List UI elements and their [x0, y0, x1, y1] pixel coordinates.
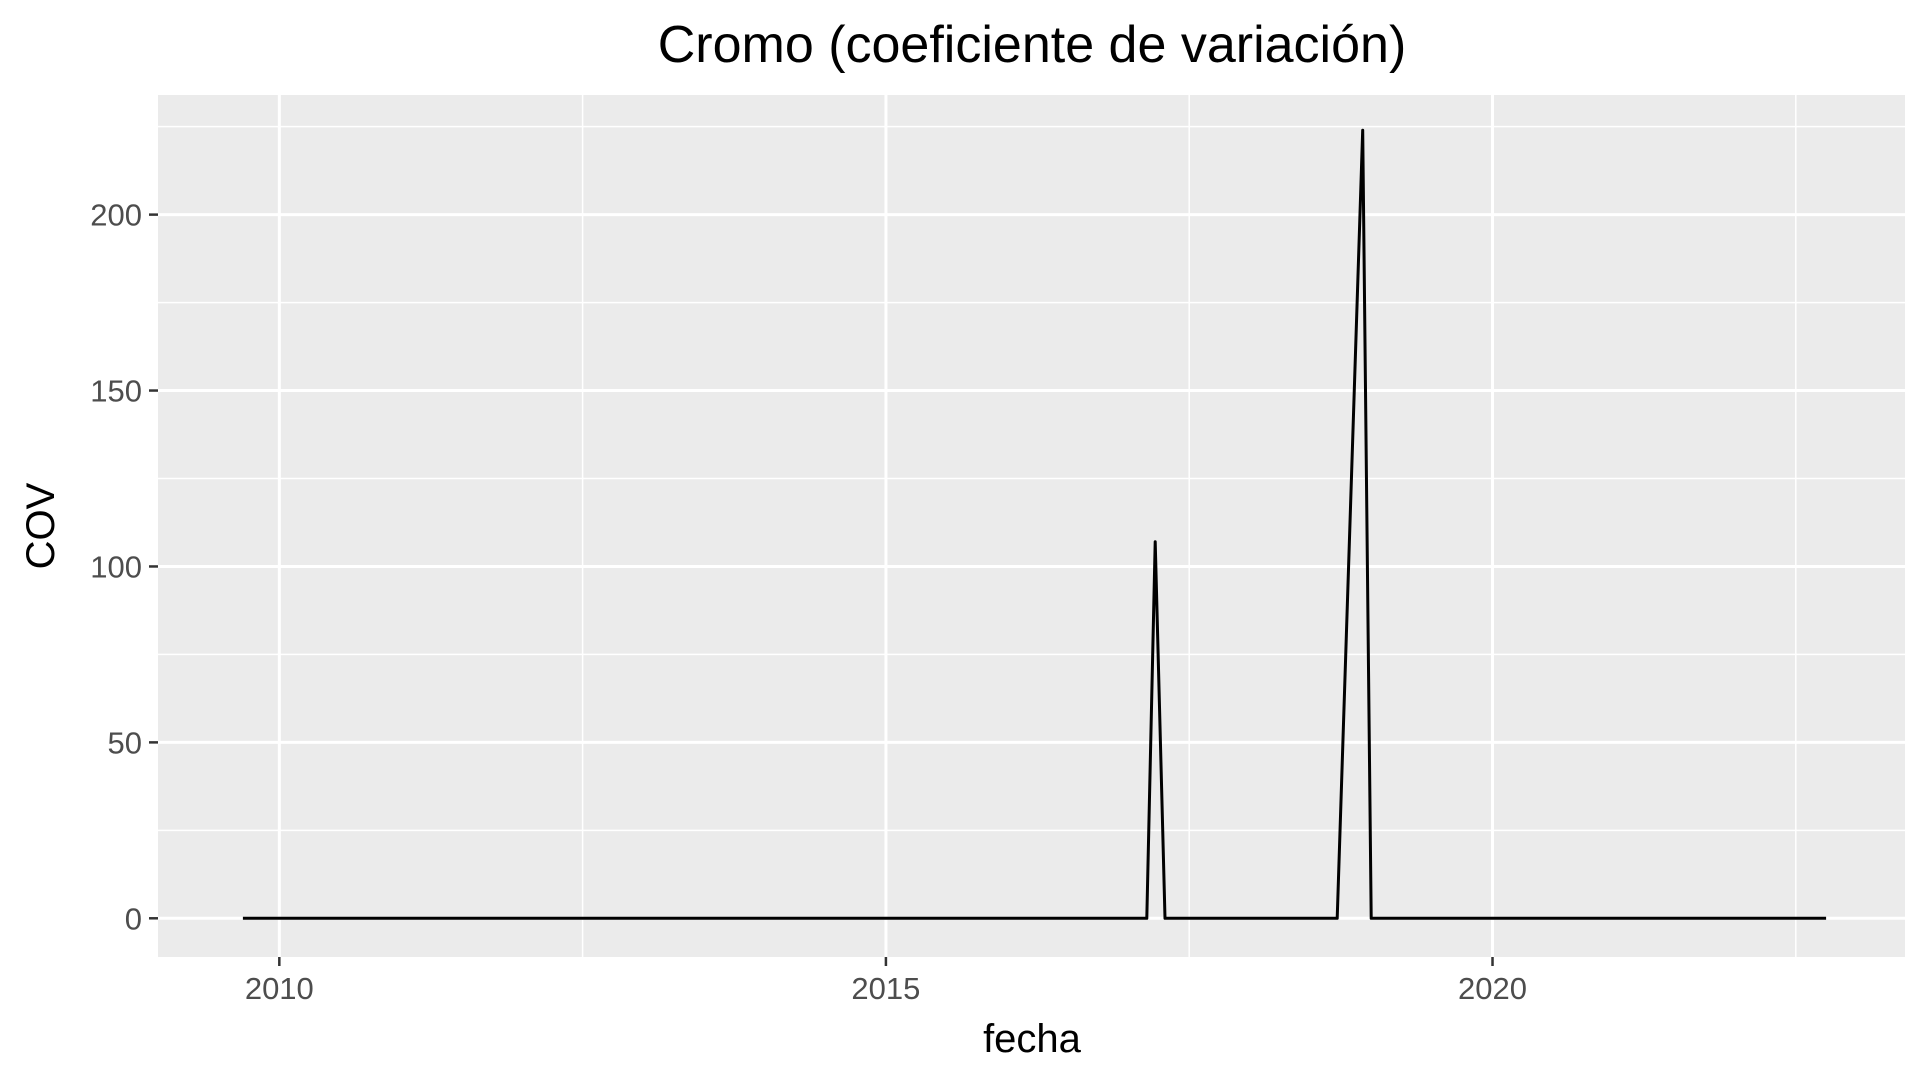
y-axis-ticks: 0 50 100 150 200: [90, 198, 158, 936]
y-tick-label: 50: [108, 725, 142, 760]
x-tick-label: 2010: [245, 971, 314, 1006]
series-layer: [242, 128, 1827, 920]
series-line: [242, 128, 1827, 920]
x-axis-label: fecha: [983, 1017, 1082, 1061]
plot-panel: [158, 95, 1905, 957]
chart-title: Cromo (coeficiente de variación): [658, 16, 1407, 74]
y-tick-label: 150: [90, 374, 142, 409]
x-tick-label: 2015: [851, 971, 920, 1006]
y-tick-label: 200: [90, 198, 142, 233]
grid-minor: [158, 95, 1905, 957]
y-tick-label: 100: [90, 549, 142, 584]
y-tick-label: 0: [125, 901, 142, 936]
y-axis-label: COV: [19, 482, 63, 569]
x-axis-ticks: 2010 2015 2020: [245, 957, 1527, 1006]
x-tick-label: 2020: [1458, 971, 1527, 1006]
